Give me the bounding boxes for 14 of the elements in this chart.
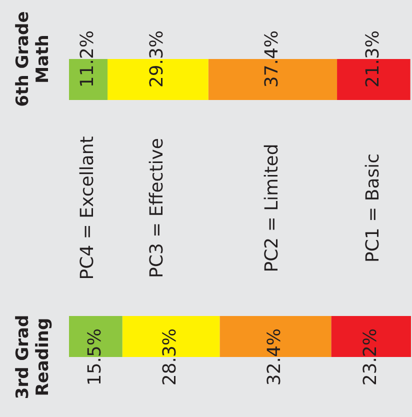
text: PC4 = Excellant xyxy=(76,136,98,280)
data-label: 29.3% xyxy=(146,30,168,88)
data-label: 37.4% xyxy=(261,30,282,88)
data-label: 11.2% xyxy=(76,30,98,88)
y-tick-label: 6th Grade Math xyxy=(12,11,53,107)
text: PC2 = Limited xyxy=(261,144,282,272)
data-label: 32.4% xyxy=(264,328,286,386)
text: PC3 = Effective xyxy=(146,138,168,278)
data-label: 28.3% xyxy=(160,328,181,386)
y-tick-label: 3rd Grad Reading xyxy=(12,314,53,400)
text: PC1 = Basic xyxy=(362,153,384,263)
data-label: 23.2% xyxy=(360,328,381,386)
data-label: 15.5% xyxy=(84,328,106,386)
data-label: 21.3% xyxy=(362,30,384,88)
